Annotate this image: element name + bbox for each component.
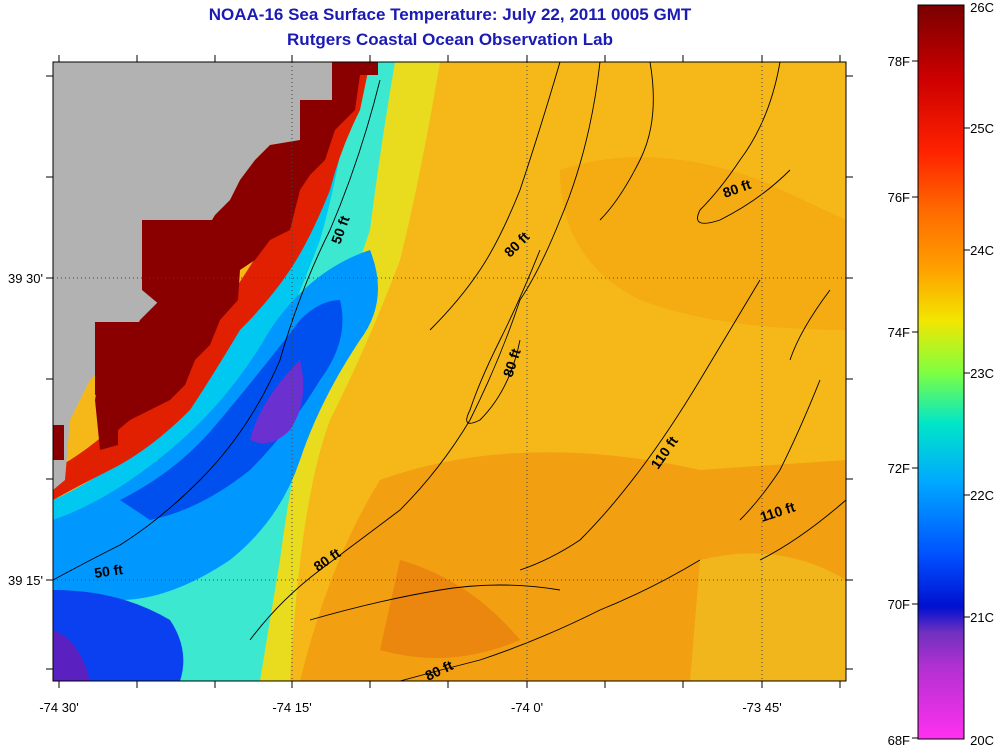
colorbar-f-label: 78F [888,54,910,69]
plot-frame [52,61,847,682]
colorbar-c-label: 25C [970,121,994,136]
colorbar-f-label: 76F [888,190,910,205]
colorbar-f-label: 74F [888,325,910,340]
y-tick-label: 39 15' [8,573,43,588]
x-tick-label: -74 30' [39,700,78,715]
map-title: NOAA-16 Sea Surface Temperature: July 22… [208,5,692,24]
colorbar-f-label: 68F [888,733,910,748]
colorbar-c-label: 22C [970,488,994,503]
map-subtitle: Rutgers Coastal Ocean Observation Lab [287,30,613,49]
colorbar-c-label: 20C [970,733,994,748]
colorbar-c-label: 26C [970,0,994,15]
colorbar-gradient [917,4,965,740]
x-tick-label: -74 0' [511,700,543,715]
colorbar-c-label: 21C [970,610,994,625]
colorbar-f-label: 72F [888,461,910,476]
colorbar-c-label: 24C [970,243,994,258]
contour-label-50ft-south: 50 ft [93,561,124,581]
colorbar-c-label: 23C [970,366,994,381]
y-tick-label: 39 30' [8,271,43,286]
colorbar-f-label: 70F [888,597,910,612]
x-tick-label: -74 15' [272,700,311,715]
x-tick-label: -73 45' [742,700,781,715]
colorbar: 26C 25C 24C 23C 22C 21C 20C 78F 76F 74F … [888,0,994,748]
